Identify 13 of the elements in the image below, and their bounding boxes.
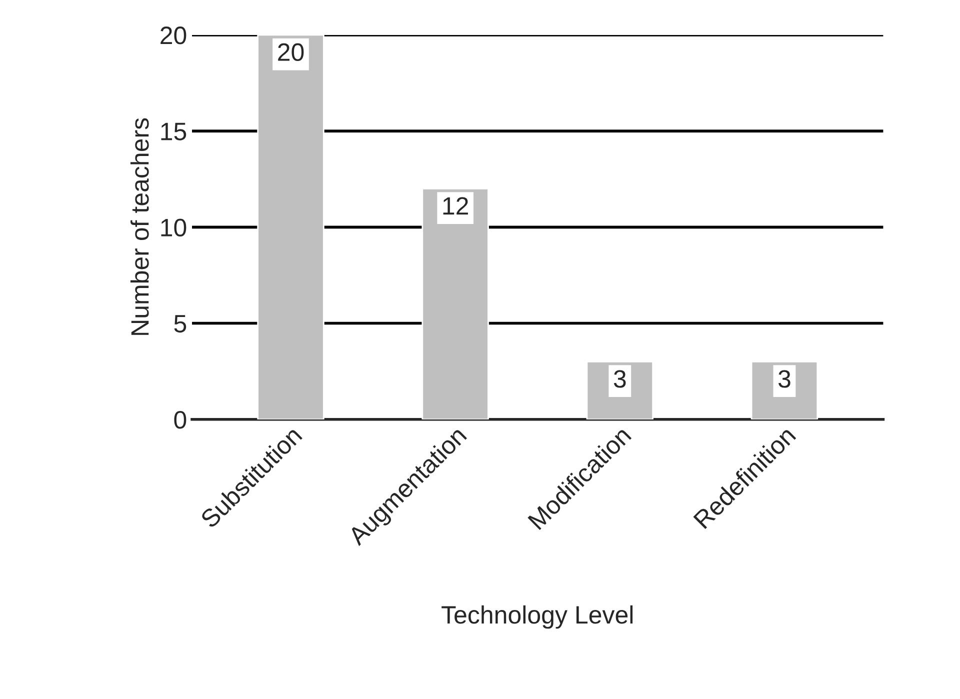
y-tick-label: 20: [160, 26, 186, 44]
data-label: 3: [614, 370, 626, 388]
y-axis-title: Number of teachers: [130, 118, 149, 335]
bar: [422, 188, 489, 420]
y-tick-label: 5: [174, 315, 186, 333]
y-tick-label: 15: [161, 122, 186, 140]
data-label: 12: [443, 197, 468, 215]
bar: [257, 34, 324, 420]
y-tick-label: 0: [174, 411, 186, 429]
data-label: 20: [278, 43, 304, 61]
data-label: 3: [778, 370, 790, 388]
y-tick-label: 10: [161, 218, 186, 236]
x-axis-title: Technology Level: [442, 605, 633, 629]
